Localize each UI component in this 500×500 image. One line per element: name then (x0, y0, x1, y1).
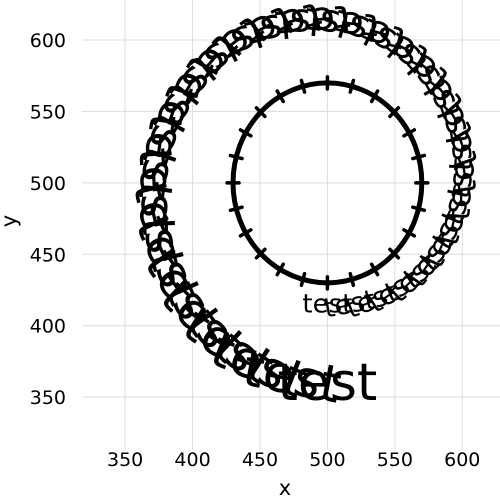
y-tick-label: 600 (30, 30, 66, 52)
y-tick-label: 500 (30, 173, 66, 195)
plot-area: testtesttesttesttesttesttesttesttesttest… (122, 0, 486, 416)
circle-tick (299, 271, 307, 287)
circle-tick (388, 247, 401, 260)
spiral-text-label: test (277, 353, 377, 413)
circle-tick (254, 106, 267, 119)
spiral-text-label: test (439, 158, 480, 222)
y-tick-label: 400 (30, 316, 66, 338)
circle-tick (388, 106, 401, 119)
circle-tick (411, 153, 427, 161)
x-tick-label: 500 (309, 449, 345, 471)
spiral-text-label: test (273, 0, 353, 48)
circle-tick (402, 228, 417, 238)
x-axis-ticks: 350 400 450 500 550 600 (107, 449, 480, 471)
circle-tick (299, 78, 307, 94)
circle-tick (369, 89, 380, 104)
circle-tick (275, 89, 285, 104)
x-axis-title: x (279, 476, 291, 500)
y-tick-label: 350 (30, 387, 66, 409)
x-tick-label: 600 (444, 449, 480, 471)
y-axis-title: y (0, 215, 21, 227)
spiral-text-label: test (437, 128, 485, 196)
circle-tick (238, 128, 253, 138)
spiral-text-label: test (128, 111, 193, 204)
circle-tick (411, 205, 427, 213)
circle-tick (228, 205, 244, 213)
y-tick-label: 550 (30, 101, 66, 123)
circle-tick (254, 247, 267, 260)
spiral-text-label: test (302, 289, 352, 319)
spiral-text-label: test (303, 0, 381, 50)
circle-tick (402, 128, 417, 138)
circle-tick (369, 262, 380, 277)
spiral-text-label: test (128, 146, 185, 236)
circle-tick (238, 228, 253, 238)
y-axis-ticks: 350 400 450 500 550 600 (30, 30, 66, 409)
grid (82, 0, 500, 450)
circle-tick (348, 78, 356, 94)
x-tick-label: 550 (377, 449, 413, 471)
x-tick-label: 400 (174, 449, 210, 471)
y-tick-label: 450 (30, 244, 66, 266)
circle-tick (228, 153, 244, 161)
x-tick-label: 450 (242, 449, 278, 471)
circle-tick (348, 271, 356, 287)
circle-tick (275, 262, 285, 277)
x-tick-label: 350 (107, 449, 143, 471)
